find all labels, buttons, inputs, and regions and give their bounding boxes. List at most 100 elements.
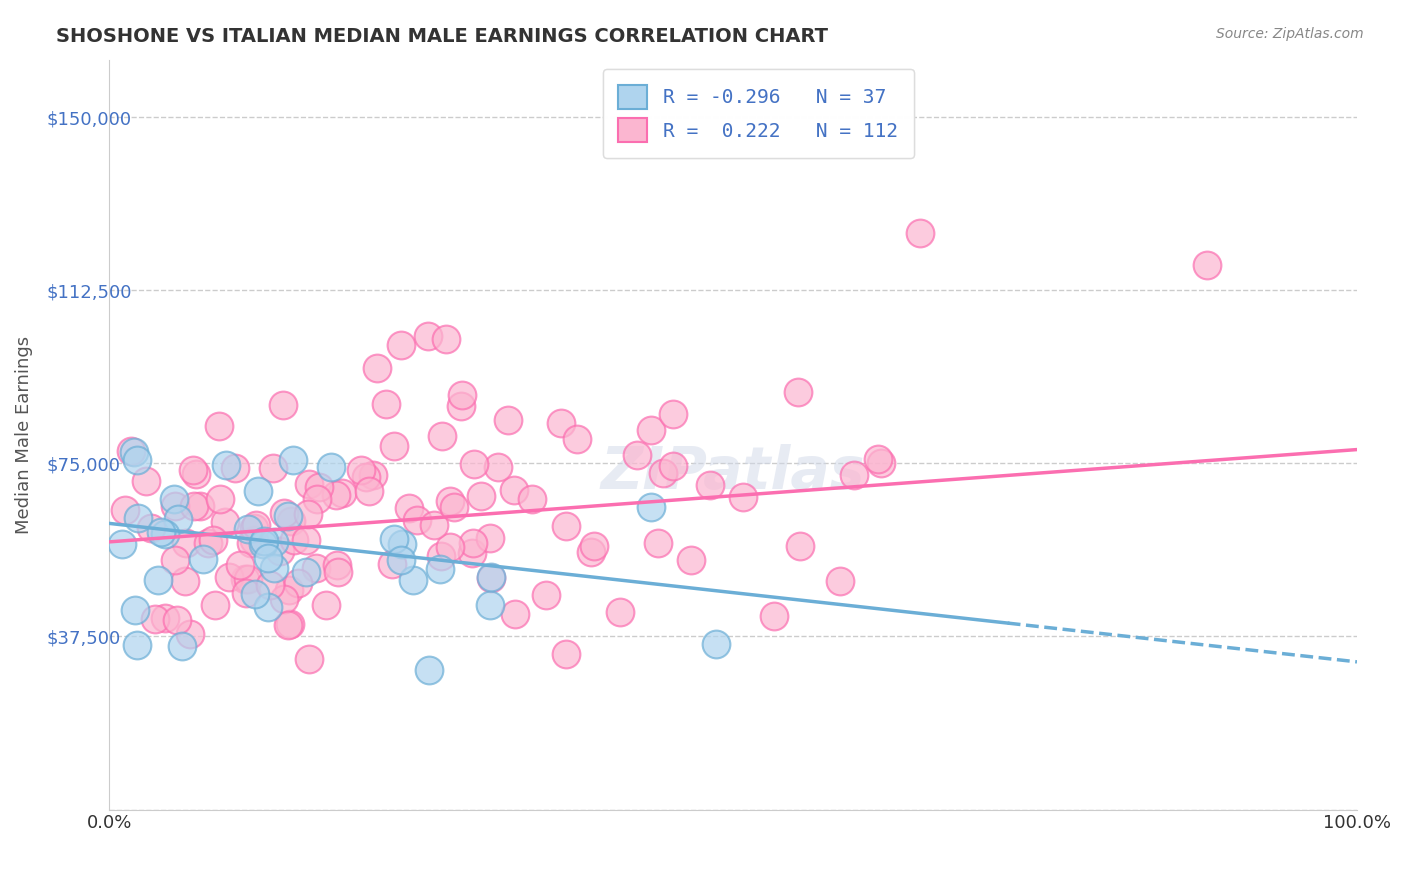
Point: [443, 500, 465, 514]
Point: [432, 429, 454, 443]
Point: [163, 491, 186, 506]
Point: [183, 500, 205, 514]
Point: [124, 603, 146, 617]
Point: [640, 500, 662, 515]
Point: [402, 573, 425, 587]
Point: [357, 484, 380, 499]
Point: [418, 329, 440, 343]
Point: [150, 524, 173, 539]
Point: [253, 533, 276, 548]
Point: [870, 456, 893, 470]
Point: [486, 459, 509, 474]
Point: [470, 489, 492, 503]
Legend: R = -0.296   N = 37, R =  0.222   N = 112: R = -0.296 N = 37, R = 0.222 N = 112: [603, 70, 914, 158]
Point: [503, 483, 526, 498]
Point: [389, 338, 412, 352]
Point: [326, 558, 349, 572]
Point: [496, 413, 519, 427]
Text: SHOSHONE VS ITALIAN MEDIAN MALE EARNINGS CORRELATION CHART: SHOSHONE VS ITALIAN MEDIAN MALE EARNINGS…: [56, 27, 828, 45]
Point: [263, 535, 285, 549]
Point: [215, 458, 238, 472]
Point: [479, 571, 502, 585]
Point: [204, 598, 226, 612]
Point: [243, 587, 266, 601]
Point: [450, 399, 472, 413]
Point: [429, 549, 451, 564]
Point: [273, 592, 295, 607]
Point: [179, 627, 201, 641]
Point: [534, 587, 557, 601]
Point: [239, 535, 262, 549]
Point: [434, 332, 457, 346]
Point: [439, 494, 461, 508]
Point: [1197, 258, 1219, 272]
Point: [609, 605, 631, 619]
Point: [243, 533, 266, 548]
Point: [155, 611, 177, 625]
Point: [661, 407, 683, 421]
Point: [245, 518, 267, 533]
Point: [125, 638, 148, 652]
Point: [681, 553, 703, 567]
Point: [172, 640, 194, 654]
Point: [305, 491, 328, 506]
Point: [349, 463, 371, 477]
Point: [280, 514, 302, 528]
Point: [478, 598, 501, 612]
Point: [174, 536, 197, 550]
Point: [111, 537, 134, 551]
Point: [191, 552, 214, 566]
Point: [263, 561, 285, 575]
Point: [188, 500, 211, 514]
Point: [423, 518, 446, 533]
Point: [208, 419, 231, 434]
Point: [197, 535, 219, 549]
Point: [582, 539, 605, 553]
Point: [229, 558, 252, 572]
Point: [626, 449, 648, 463]
Point: [647, 536, 669, 550]
Point: [479, 531, 502, 545]
Point: [789, 539, 811, 553]
Point: [652, 467, 675, 481]
Point: [550, 417, 572, 431]
Point: [366, 361, 388, 376]
Point: [661, 458, 683, 473]
Point: [315, 599, 337, 613]
Point: [135, 474, 157, 488]
Point: [127, 511, 149, 525]
Point: [122, 444, 145, 458]
Point: [326, 565, 349, 579]
Point: [298, 476, 321, 491]
Point: [699, 478, 721, 492]
Point: [450, 388, 472, 402]
Y-axis label: Median Male Earnings: Median Male Earnings: [15, 335, 32, 533]
Point: [866, 452, 889, 467]
Point: [389, 553, 412, 567]
Point: [733, 490, 755, 504]
Point: [277, 617, 299, 632]
Point: [381, 557, 404, 571]
Point: [209, 491, 232, 506]
Text: Source: ZipAtlas.com: Source: ZipAtlas.com: [1216, 27, 1364, 41]
Point: [910, 226, 932, 240]
Point: [295, 565, 318, 579]
Point: [259, 578, 281, 592]
Point: [273, 506, 295, 520]
Point: [361, 468, 384, 483]
Point: [321, 460, 343, 475]
Point: [479, 569, 502, 583]
Text: ZIPatlas: ZIPatlas: [600, 443, 866, 500]
Point: [166, 512, 188, 526]
Point: [202, 533, 225, 548]
Point: [281, 453, 304, 467]
Point: [391, 537, 413, 551]
Point: [165, 553, 187, 567]
Point: [356, 469, 378, 483]
Point: [375, 397, 398, 411]
Point: [382, 532, 405, 546]
Point: [406, 513, 429, 527]
Point: [287, 575, 309, 590]
Point: [463, 457, 485, 471]
Point: [269, 544, 291, 558]
